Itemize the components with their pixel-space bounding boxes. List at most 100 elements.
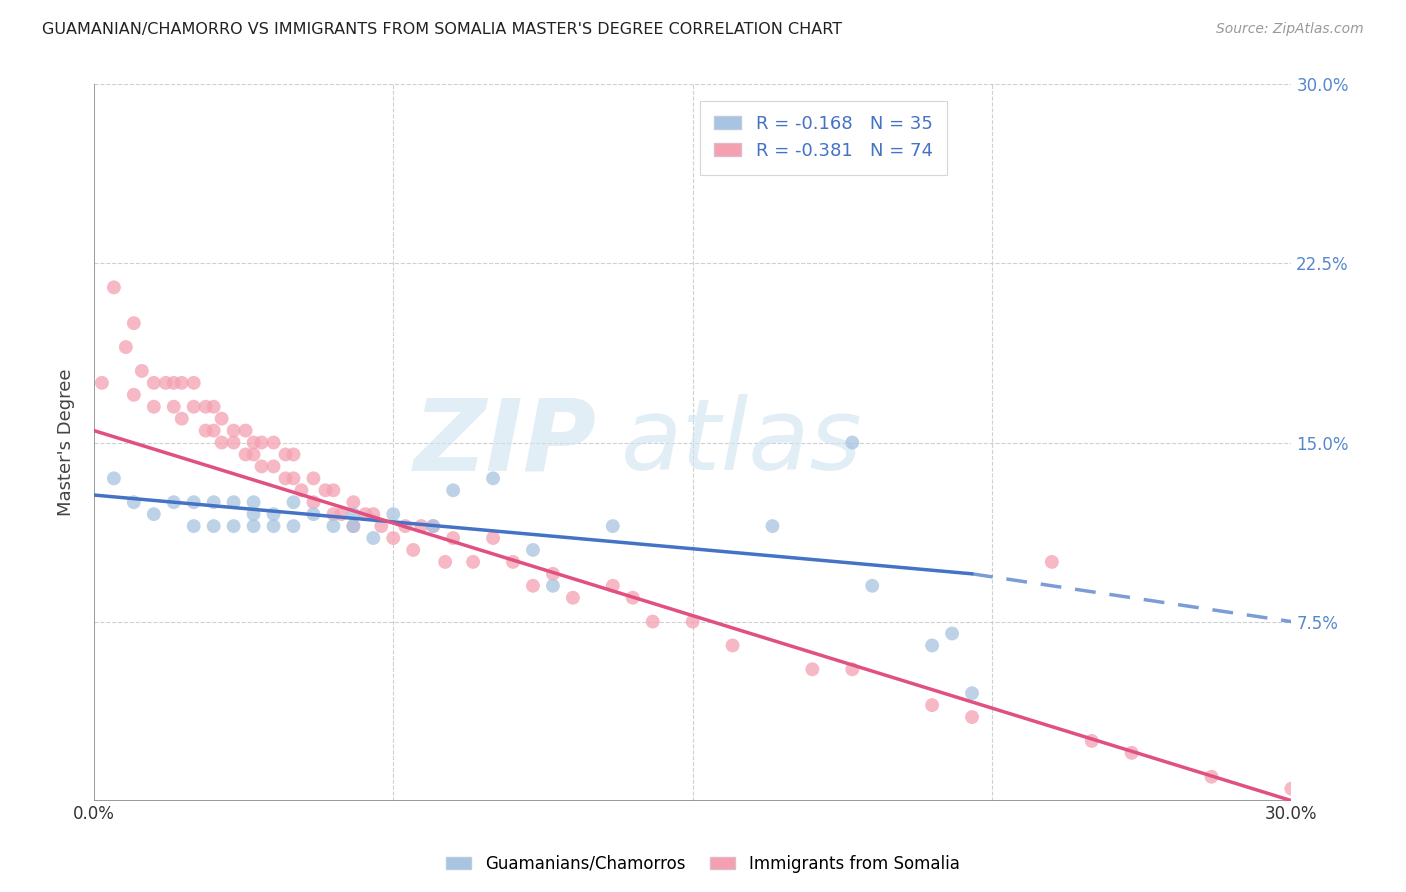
Point <box>363 507 385 521</box>
Point <box>90 376 112 390</box>
Point <box>342 519 364 533</box>
Point <box>314 483 336 498</box>
Point <box>242 447 264 461</box>
Point <box>263 507 285 521</box>
Point <box>541 579 564 593</box>
Point <box>222 435 245 450</box>
Point <box>122 316 145 330</box>
Point <box>322 507 344 521</box>
Point <box>602 519 624 533</box>
Point <box>482 471 505 485</box>
Point <box>283 495 305 509</box>
Point <box>242 519 264 533</box>
Point <box>801 662 824 676</box>
Point <box>222 519 245 533</box>
Point <box>194 400 217 414</box>
Point <box>960 710 983 724</box>
Point <box>183 519 205 533</box>
Point <box>561 591 583 605</box>
Point <box>103 280 125 294</box>
Point <box>283 447 305 461</box>
Point <box>122 495 145 509</box>
Point <box>482 531 505 545</box>
Point <box>242 435 264 450</box>
Point <box>841 662 863 676</box>
Point <box>841 435 863 450</box>
Point <box>860 579 883 593</box>
Point <box>202 400 225 414</box>
Point <box>202 495 225 509</box>
Point <box>202 424 225 438</box>
Point <box>441 531 464 545</box>
Point <box>274 447 297 461</box>
Point <box>170 411 193 425</box>
Point <box>721 639 744 653</box>
Point <box>142 507 165 521</box>
Point <box>163 376 186 390</box>
Point <box>163 400 186 414</box>
Point <box>342 507 364 521</box>
Point <box>370 519 392 533</box>
Point <box>382 507 405 521</box>
Point <box>502 555 524 569</box>
Point <box>211 435 233 450</box>
Point <box>354 507 377 521</box>
Point <box>131 364 153 378</box>
Point <box>235 424 257 438</box>
Point <box>290 483 312 498</box>
Point <box>761 519 783 533</box>
Point <box>1279 781 1302 796</box>
Point <box>155 376 177 390</box>
Point <box>170 376 193 390</box>
Point <box>330 507 353 521</box>
Point <box>263 435 285 450</box>
Point <box>322 483 344 498</box>
Text: GUAMANIAN/CHAMORRO VS IMMIGRANTS FROM SOMALIA MASTER'S DEGREE CORRELATION CHART: GUAMANIAN/CHAMORRO VS IMMIGRANTS FROM SO… <box>42 22 842 37</box>
Point <box>263 519 285 533</box>
Point <box>242 507 264 521</box>
Point <box>302 495 325 509</box>
Point <box>1121 746 1143 760</box>
Point <box>222 424 245 438</box>
Point <box>641 615 664 629</box>
Point <box>411 519 433 533</box>
Point <box>941 626 963 640</box>
Text: Source: ZipAtlas.com: Source: ZipAtlas.com <box>1216 22 1364 37</box>
Point <box>461 555 484 569</box>
Point <box>242 495 264 509</box>
Point <box>122 388 145 402</box>
Point <box>382 531 405 545</box>
Legend: R = -0.168   N = 35, R = -0.381   N = 74: R = -0.168 N = 35, R = -0.381 N = 74 <box>700 101 948 175</box>
Point <box>115 340 138 354</box>
Point <box>183 400 205 414</box>
Point <box>541 566 564 581</box>
Point <box>222 495 245 509</box>
Legend: Guamanians/Chamorros, Immigrants from Somalia: Guamanians/Chamorros, Immigrants from So… <box>440 848 966 880</box>
Point <box>183 376 205 390</box>
Point <box>522 579 544 593</box>
Point <box>342 519 364 533</box>
Text: ZIP: ZIP <box>413 394 596 491</box>
Point <box>1081 734 1104 748</box>
Point <box>163 495 186 509</box>
Point <box>103 471 125 485</box>
Point <box>441 483 464 498</box>
Point <box>250 435 273 450</box>
Point <box>682 615 704 629</box>
Point <box>283 471 305 485</box>
Point <box>602 579 624 593</box>
Point <box>183 495 205 509</box>
Point <box>194 424 217 438</box>
Point <box>322 519 344 533</box>
Point <box>402 543 425 558</box>
Point <box>621 591 644 605</box>
Point <box>921 698 943 713</box>
Point <box>302 471 325 485</box>
Y-axis label: Master's Degree: Master's Degree <box>58 368 75 516</box>
Point <box>263 459 285 474</box>
Point <box>363 531 385 545</box>
Point <box>142 400 165 414</box>
Point <box>342 495 364 509</box>
Point <box>422 519 444 533</box>
Point <box>202 519 225 533</box>
